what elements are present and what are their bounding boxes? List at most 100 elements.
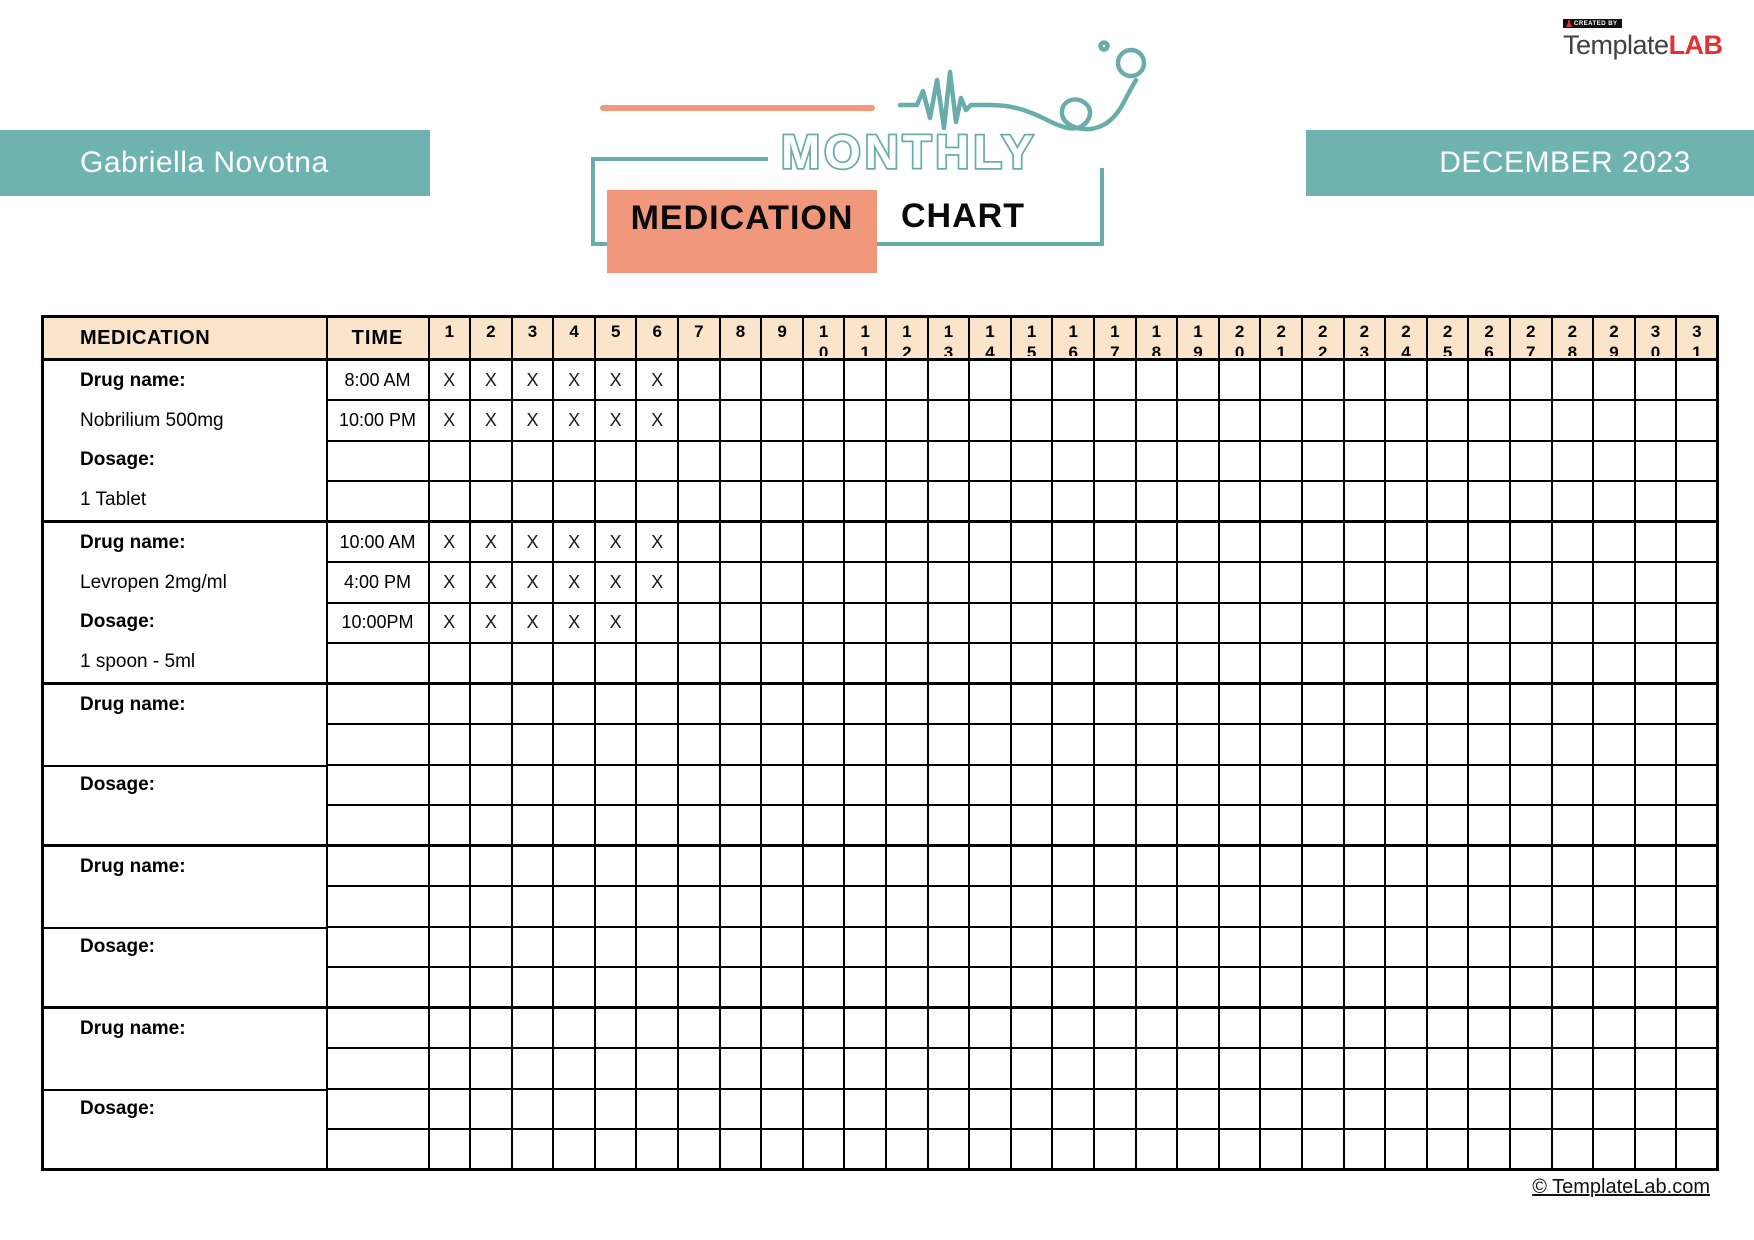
day-cell bbox=[1550, 399, 1595, 442]
day-cell bbox=[635, 439, 680, 482]
medication-line: Drug name: bbox=[80, 531, 186, 553]
day-cell bbox=[760, 520, 804, 563]
day-cell bbox=[1009, 763, 1054, 806]
day-cell bbox=[1508, 439, 1553, 482]
day-cell bbox=[1259, 925, 1303, 968]
day-cell bbox=[1176, 399, 1220, 442]
day-cell bbox=[1093, 966, 1137, 1009]
table-row bbox=[43, 763, 1719, 806]
day-cell bbox=[1633, 399, 1678, 442]
day-cell bbox=[1592, 1128, 1636, 1171]
day-cell bbox=[1134, 480, 1179, 523]
day-cell bbox=[1009, 642, 1054, 685]
day-cell bbox=[760, 480, 804, 523]
day-cell bbox=[1342, 804, 1387, 847]
day-cell bbox=[1176, 885, 1220, 928]
day-cell bbox=[1633, 358, 1678, 401]
day-cell bbox=[968, 642, 1012, 685]
day-cell bbox=[1508, 966, 1553, 1009]
day-cell bbox=[427, 480, 472, 523]
day-cell bbox=[1384, 1087, 1428, 1130]
day-cell bbox=[926, 642, 971, 685]
day-cell bbox=[1467, 885, 1511, 928]
templatelab-logo[interactable]: CREATED BY TemplateLAB bbox=[1563, 14, 1733, 60]
day-cell: X bbox=[469, 561, 513, 604]
day-cell bbox=[1051, 439, 1095, 482]
day-cell bbox=[801, 480, 846, 523]
day-cell bbox=[1093, 480, 1137, 523]
day-cell bbox=[1425, 1128, 1470, 1171]
day-cell bbox=[1675, 399, 1719, 442]
day-cell bbox=[885, 399, 929, 442]
day-cell bbox=[1051, 763, 1095, 806]
day-cell bbox=[1259, 439, 1303, 482]
day-cell bbox=[1425, 682, 1470, 725]
day-cell bbox=[885, 763, 929, 806]
day-cell bbox=[843, 804, 888, 847]
day-cell bbox=[1508, 480, 1553, 523]
day-cell bbox=[593, 885, 638, 928]
medication-line: Dosage: bbox=[44, 1088, 325, 1129]
day-cell bbox=[1217, 642, 1262, 685]
day-cell bbox=[635, 1087, 680, 1130]
day-cell bbox=[1550, 682, 1595, 725]
day-cell bbox=[1467, 844, 1511, 887]
day-cell: X bbox=[552, 520, 596, 563]
brand-name-primary: Template bbox=[1563, 30, 1669, 60]
time-cell: 4:00 PM bbox=[325, 561, 430, 604]
day-cell bbox=[552, 966, 596, 1009]
day-cell bbox=[801, 642, 846, 685]
day-cell bbox=[1051, 804, 1095, 847]
day-cell bbox=[968, 723, 1012, 766]
day-cell bbox=[677, 804, 721, 847]
day-cell bbox=[968, 1087, 1012, 1130]
day-cell bbox=[552, 1047, 596, 1090]
day-cell bbox=[677, 480, 721, 523]
day-cell bbox=[926, 520, 971, 563]
day-cell bbox=[926, 399, 971, 442]
day-cell bbox=[885, 885, 929, 928]
day-cell bbox=[1550, 642, 1595, 685]
day-cell bbox=[1300, 925, 1345, 968]
day-cell bbox=[1508, 1128, 1553, 1171]
day-cell bbox=[1300, 682, 1345, 725]
day-cell bbox=[1051, 399, 1095, 442]
day-cell bbox=[1550, 723, 1595, 766]
day-cell bbox=[801, 844, 846, 887]
day-cell bbox=[552, 1006, 596, 1049]
day-cell bbox=[885, 601, 929, 644]
day-cell bbox=[1592, 844, 1636, 887]
medication-line: Drug name: bbox=[80, 693, 186, 715]
day-cell bbox=[635, 723, 680, 766]
day-cell bbox=[552, 723, 596, 766]
copyright-link[interactable]: © TemplateLab.com bbox=[1532, 1176, 1710, 1198]
day-cell bbox=[843, 480, 888, 523]
day-cell bbox=[843, 682, 888, 725]
footer: © TemplateLab.com bbox=[1380, 1176, 1710, 1199]
day-cell bbox=[1342, 520, 1387, 563]
day-cell bbox=[1134, 844, 1179, 887]
day-cell bbox=[593, 966, 638, 1009]
day-cell bbox=[1300, 561, 1345, 604]
day-cell bbox=[1550, 844, 1595, 887]
day-cell bbox=[1009, 399, 1054, 442]
table-row: Drug name: Dosage: bbox=[41, 1006, 1719, 1171]
day-cell bbox=[552, 439, 596, 482]
day-cell bbox=[1425, 439, 1470, 482]
day-cell bbox=[1467, 1006, 1511, 1049]
day-cell: X bbox=[552, 358, 596, 401]
day-cell bbox=[1093, 723, 1137, 766]
day-cell bbox=[552, 682, 596, 725]
day-cell bbox=[635, 763, 680, 806]
day-cell bbox=[968, 804, 1012, 847]
day-cell bbox=[1675, 763, 1719, 806]
day-cell bbox=[926, 1087, 971, 1130]
day-cell bbox=[1675, 966, 1719, 1009]
table-row bbox=[43, 1087, 1719, 1130]
day-cell bbox=[1217, 763, 1262, 806]
